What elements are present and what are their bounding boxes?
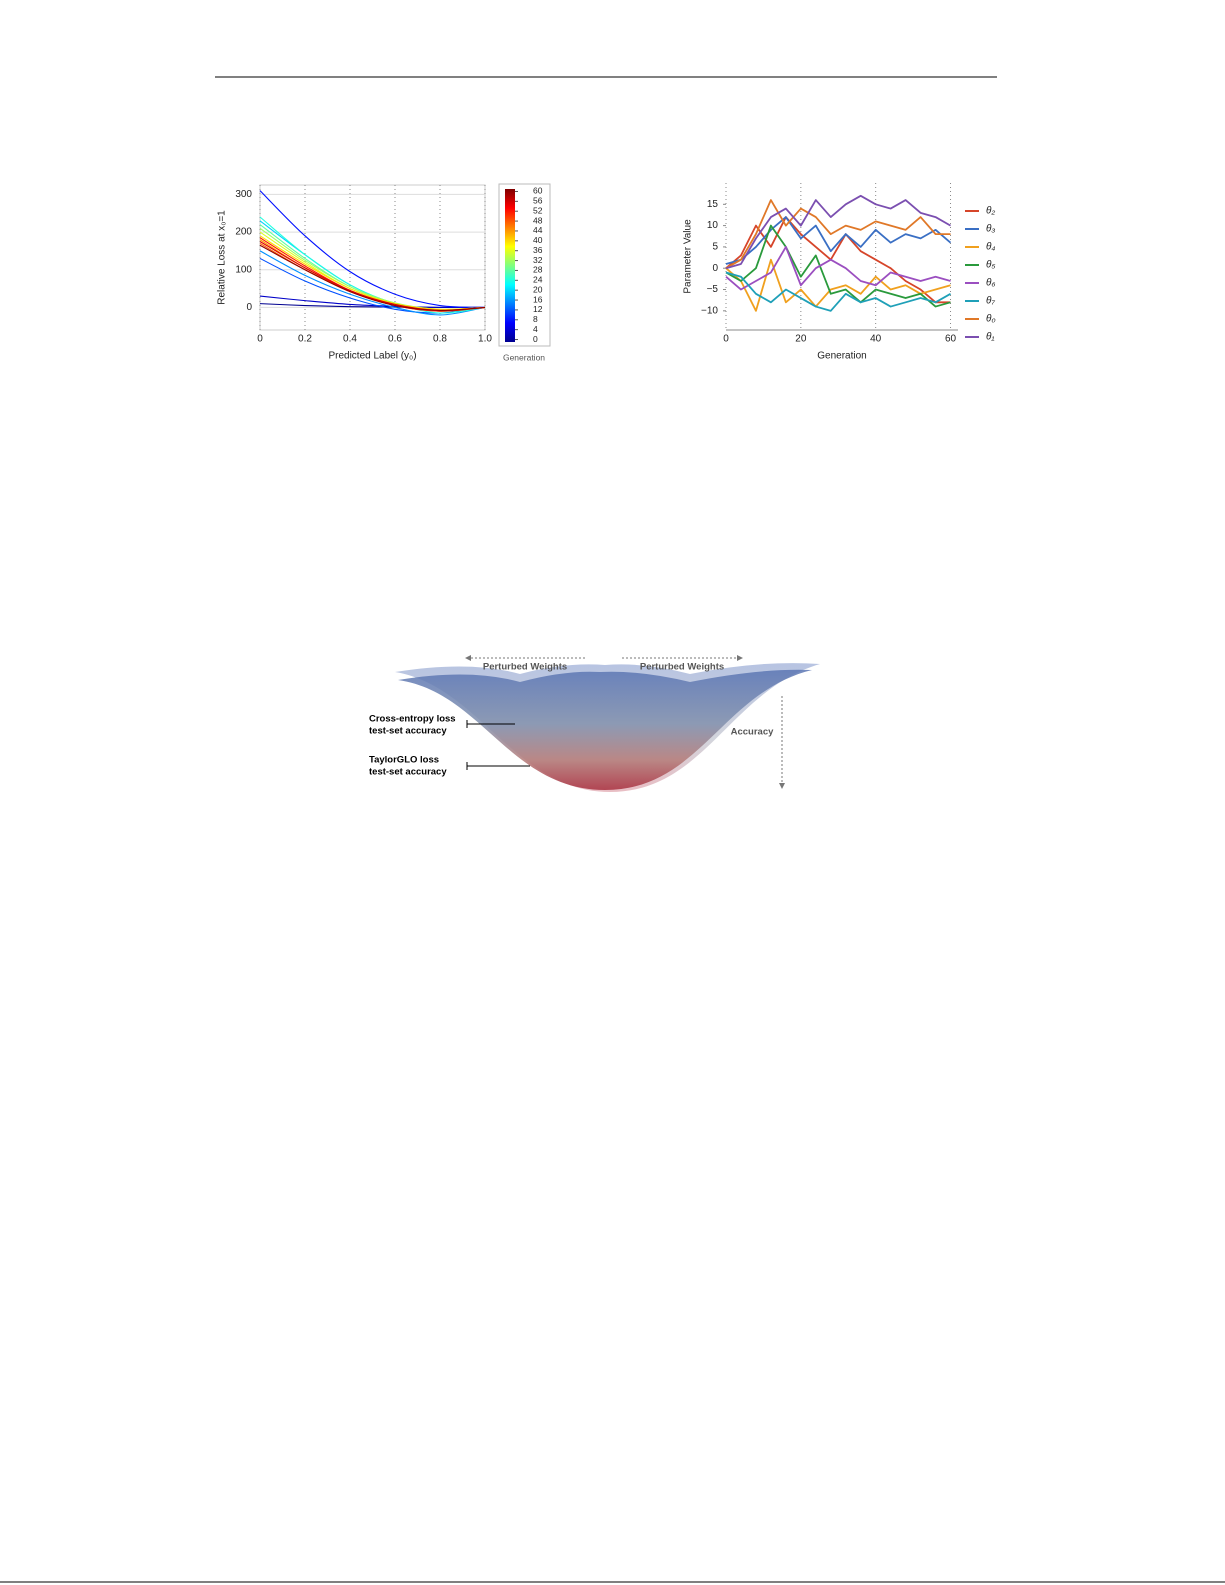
legend-label: θ₃ xyxy=(986,224,995,235)
legend-label: θ₄ xyxy=(986,242,995,253)
colorbar-tick-label: 20 xyxy=(533,284,543,294)
y-tick-label: 15 xyxy=(707,199,719,210)
series-line xyxy=(725,194,951,270)
legend-label: θ₁ xyxy=(986,332,995,343)
label: test-set accuracy xyxy=(369,726,447,737)
x-tick-label: 1.0 xyxy=(478,334,492,345)
colorbar-tick-label: 28 xyxy=(533,265,543,275)
y-axis-label: Relative Loss at x₀=1 xyxy=(217,210,228,305)
x-tick-label: 0.2 xyxy=(298,334,312,345)
colorbar-tick-label: 36 xyxy=(533,245,543,255)
label: Perturbed Weights xyxy=(640,662,724,673)
series-line xyxy=(725,224,951,308)
diagram: Perturbed Weights Perturbed Weights Accu… xyxy=(369,655,820,792)
x-tick-label: 20 xyxy=(795,334,807,345)
x-axis-label: Generation xyxy=(817,351,866,362)
series-line xyxy=(725,258,951,312)
colorbar-tick-label: 24 xyxy=(533,275,543,285)
colorbar-tick-label: 4 xyxy=(533,324,538,334)
series-line xyxy=(725,246,951,291)
legend-label: θ₆ xyxy=(986,278,995,289)
x-tick-label: 0.8 xyxy=(433,334,447,345)
y-axis-label: Parameter Value xyxy=(683,219,694,294)
colorbar-tick-label: 52 xyxy=(533,205,543,215)
series-line xyxy=(725,271,951,312)
x-tick-label: 0 xyxy=(723,334,729,345)
colorbar-tick-label: 56 xyxy=(533,196,543,206)
series-line xyxy=(725,216,951,304)
label: Accuracy xyxy=(731,727,774,738)
label: Perturbed Weights xyxy=(483,662,567,673)
legend-label: θ₂ xyxy=(986,206,995,217)
label: Cross-entropy loss xyxy=(369,714,456,725)
colorbar-frame xyxy=(498,183,551,347)
series-line xyxy=(725,199,951,269)
series-line xyxy=(259,190,486,308)
pointer xyxy=(466,762,530,770)
pointer xyxy=(466,720,515,728)
x-tick-label: 60 xyxy=(945,334,957,345)
x-tick-label: 0 xyxy=(257,334,263,345)
x-tick-label: 0.6 xyxy=(388,334,402,345)
series-line xyxy=(259,250,486,316)
x-tick-label: 40 xyxy=(870,334,882,345)
y-tick-label: 5 xyxy=(712,242,718,253)
legend-label: θ₇ xyxy=(986,296,995,307)
series-line xyxy=(259,244,486,311)
colorbar-tick-label: 44 xyxy=(533,225,543,235)
x-tick-label: 0.4 xyxy=(343,334,357,345)
colorbar-tick-label: 48 xyxy=(533,215,543,225)
y-tick-label: 0 xyxy=(246,302,252,313)
y-tick-label: −10 xyxy=(701,305,718,316)
surface-front xyxy=(398,669,812,790)
y-tick-label: −5 xyxy=(707,284,719,295)
y-tick-label: 0 xyxy=(712,263,718,274)
legend-label: θ₅ xyxy=(986,260,995,271)
label: TaylorGLO loss xyxy=(369,755,439,766)
colorbar-tick-label: 40 xyxy=(533,235,543,245)
legend-label: θ₀ xyxy=(986,314,996,325)
colorbar-tick-label: 8 xyxy=(533,314,538,324)
y-tick-label: 200 xyxy=(235,227,252,238)
colorbar-tick-label: 12 xyxy=(533,304,543,314)
colorbar-tick-label: 60 xyxy=(533,186,543,196)
y-tick-label: 300 xyxy=(235,189,252,200)
colorbar-tick-label: 0 xyxy=(533,334,538,344)
colorbar-tick-label: 16 xyxy=(533,294,543,304)
colorbar xyxy=(505,189,515,342)
y-tick-label: 10 xyxy=(707,220,719,231)
series-line xyxy=(259,235,486,310)
x-axis-label: Predicted Label (y₀) xyxy=(328,351,416,362)
colorbar-tick-label: 32 xyxy=(533,255,543,265)
label: test-set accuracy xyxy=(369,767,447,778)
y-tick-label: 100 xyxy=(235,264,252,275)
series-line xyxy=(259,295,486,309)
colorbar-label: Generation xyxy=(503,352,545,362)
series-line xyxy=(725,216,952,265)
